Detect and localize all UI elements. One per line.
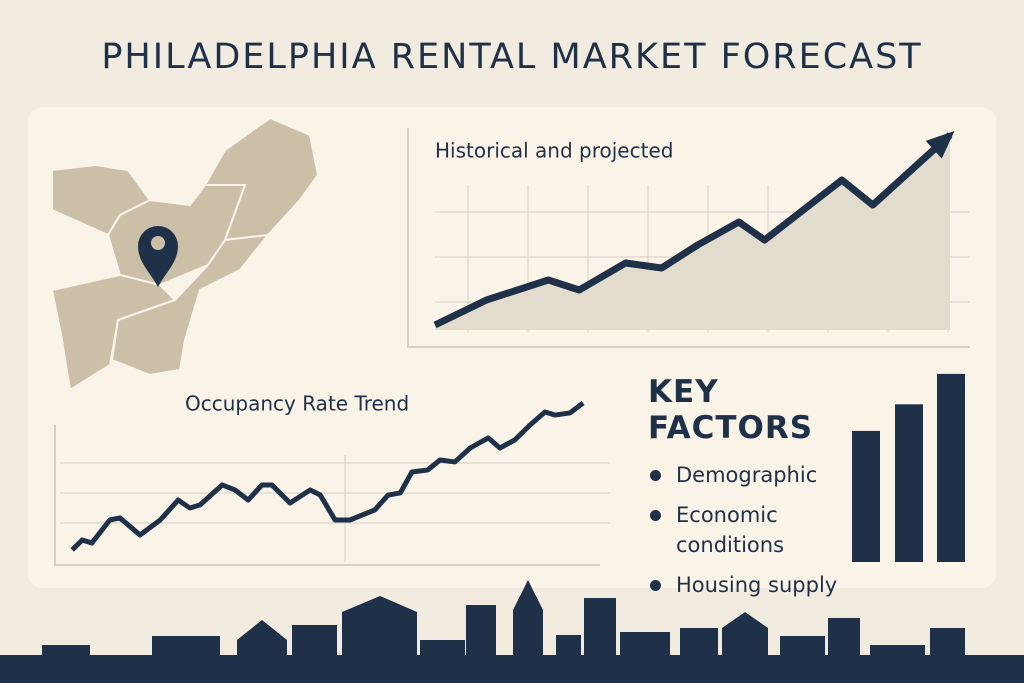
key-factor: Demographic [648, 460, 851, 490]
skyline [0, 580, 1024, 683]
key-factors-heading: KEY FACTORS [648, 374, 814, 446]
bar [937, 373, 965, 562]
bar [895, 404, 923, 562]
line [433, 132, 953, 329]
key-factors: KEY FACTORS Demographic Economic conditi… [648, 374, 848, 610]
key-factor: Economic conditions [648, 500, 851, 560]
map-pin [138, 226, 178, 287]
axis [407, 128, 970, 348]
key-factor: Housing supply [648, 570, 851, 600]
bar [852, 430, 880, 562]
axis [54, 425, 600, 566]
line [70, 401, 585, 552]
chart-title: Occupancy Rate Trend [185, 392, 409, 416]
map-pin-dot [151, 236, 165, 250]
key-factors-list: Demographic Economic conditions Housing … [648, 460, 848, 600]
area [435, 135, 950, 330]
page-title: PHILADELPHIA RENTAL MARKET FORECAST [101, 37, 922, 77]
arrow-head [925, 130, 955, 159]
chart-title: Historical and projected [435, 139, 673, 163]
